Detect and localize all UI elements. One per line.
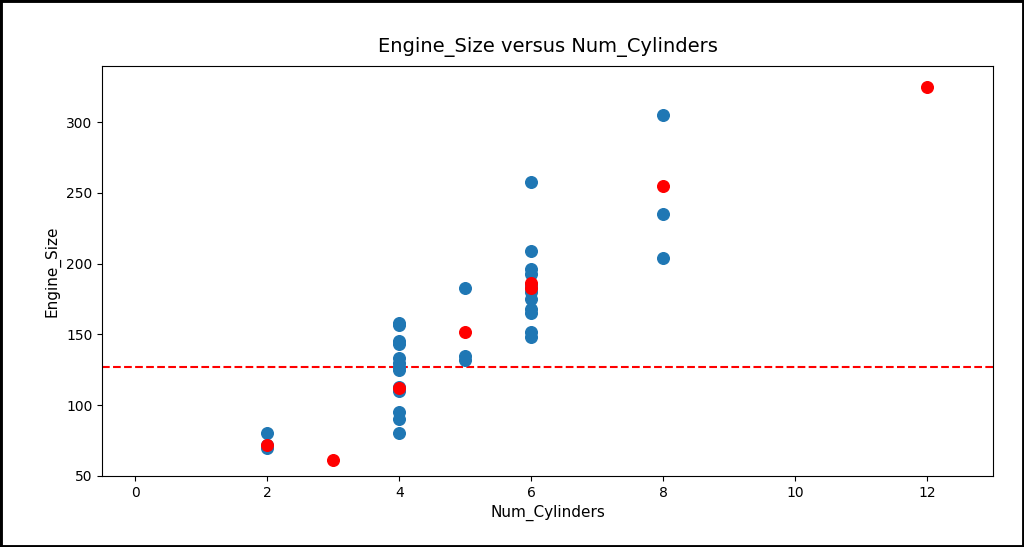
Point [391, 354, 408, 363]
Point [259, 443, 275, 452]
Point [523, 283, 540, 292]
Point [523, 309, 540, 318]
Point [391, 337, 408, 346]
Y-axis label: Engine_Size: Engine_Size [45, 225, 60, 317]
Point [391, 382, 408, 391]
X-axis label: Num_Cylinders: Num_Cylinders [490, 505, 605, 521]
Point [523, 283, 540, 292]
Point [523, 279, 540, 288]
Point [259, 440, 275, 449]
Point [391, 387, 408, 395]
Point [391, 429, 408, 438]
Point [523, 265, 540, 274]
Point [523, 305, 540, 313]
Point [655, 182, 672, 190]
Point [457, 351, 473, 360]
Point [655, 111, 672, 120]
Point [391, 319, 408, 328]
Point [391, 320, 408, 329]
Point [391, 340, 408, 348]
Point [523, 295, 540, 304]
Point [655, 254, 672, 263]
Point [457, 356, 473, 364]
Point [391, 384, 408, 393]
Point [391, 384, 408, 393]
Point [523, 288, 540, 296]
Point [523, 327, 540, 336]
Point [391, 365, 408, 374]
Point [259, 429, 275, 438]
Point [391, 415, 408, 424]
Point [523, 281, 540, 289]
Point [391, 358, 408, 367]
Point [920, 83, 936, 91]
Point [457, 327, 473, 336]
Point [523, 177, 540, 186]
Point [523, 269, 540, 278]
Point [457, 283, 473, 292]
Point [391, 363, 408, 371]
Point [655, 210, 672, 219]
Point [523, 247, 540, 255]
Point [391, 408, 408, 417]
Title: Engine_Size versus Num_Cylinders: Engine_Size versus Num_Cylinders [378, 37, 718, 57]
Point [523, 333, 540, 342]
Point [259, 440, 275, 449]
Point [326, 456, 342, 465]
